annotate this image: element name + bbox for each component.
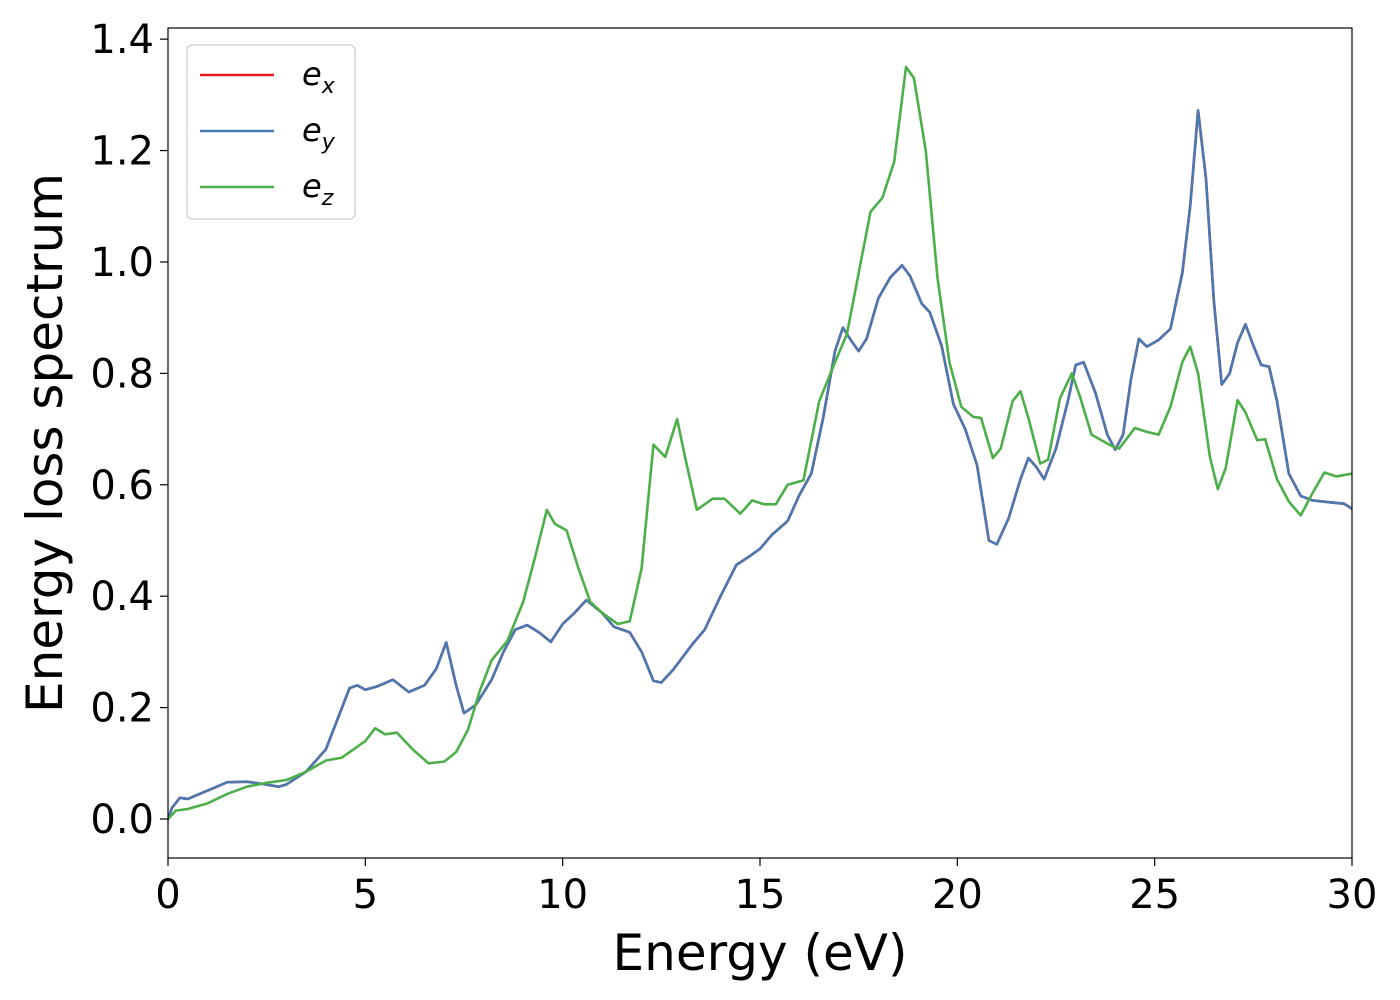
legend-subscript: z <box>321 186 334 211</box>
x-tick-label: 5 <box>353 872 378 918</box>
y-tick-label: 0.8 <box>90 351 154 397</box>
series-line-e-y <box>168 109 1352 821</box>
y-tick-label: 0.4 <box>90 574 154 620</box>
y-tick-label: 1.4 <box>90 17 154 63</box>
x-tick-label: 25 <box>1129 872 1180 918</box>
x-tick-label: 0 <box>155 872 180 918</box>
x-tick-label: 20 <box>932 872 983 918</box>
y-tick-label: 0.6 <box>90 463 154 509</box>
x-tick-label: 10 <box>537 872 588 918</box>
x-axis-label: Energy (eV) <box>613 924 908 982</box>
x-tick-label: 15 <box>735 872 786 918</box>
x-tick-label: 30 <box>1327 872 1378 918</box>
y-axis-ticks: 0.0 0.2 0.4 0.6 0.8 1.0 1.2 1.4 <box>90 17 168 843</box>
series-layer <box>168 65 1352 821</box>
y-tick-label: 1.0 <box>90 240 154 286</box>
y-tick-label: 0.0 <box>90 797 154 843</box>
y-tick-label: 1.2 <box>90 129 154 175</box>
series-line-e-z <box>168 65 1352 821</box>
legend-subscript: y <box>321 130 336 155</box>
y-tick-label: 0.2 <box>90 686 154 732</box>
y-axis-label: Energy loss spectrum <box>16 173 74 713</box>
legend-subscript: x <box>321 74 336 99</box>
x-axis-ticks: 0 5 10 15 20 25 30 <box>155 858 1377 918</box>
